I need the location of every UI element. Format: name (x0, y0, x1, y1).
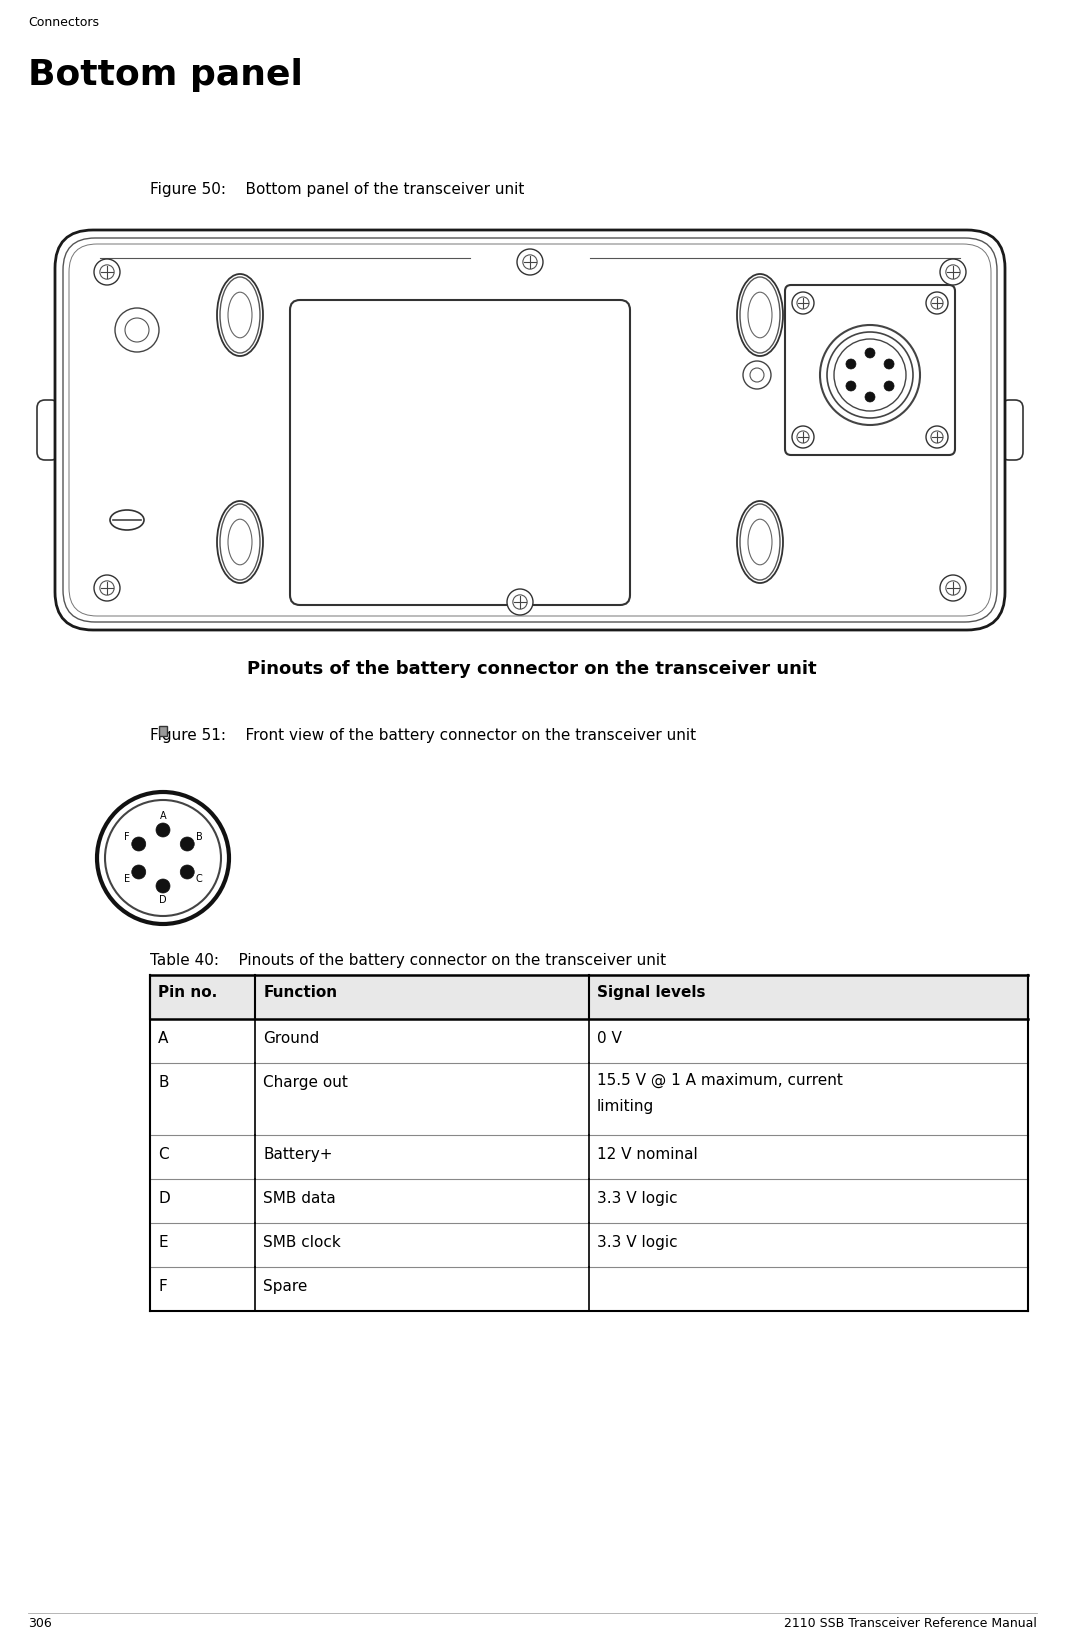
Circle shape (180, 865, 194, 879)
Text: B: B (158, 1075, 168, 1090)
Text: D: D (158, 1192, 169, 1206)
Circle shape (940, 575, 966, 602)
Ellipse shape (228, 520, 252, 565)
FancyBboxPatch shape (785, 285, 955, 456)
Circle shape (820, 325, 920, 425)
Ellipse shape (737, 502, 783, 583)
Circle shape (797, 431, 809, 443)
Text: Figure 51:    Front view of the battery connector on the transceiver unit: Figure 51: Front view of the battery con… (150, 728, 697, 742)
Circle shape (125, 318, 149, 343)
Circle shape (155, 823, 170, 838)
Circle shape (115, 308, 159, 352)
Circle shape (132, 838, 146, 851)
Text: Connectors: Connectors (28, 16, 99, 30)
Text: Battery+: Battery+ (263, 1147, 333, 1162)
Circle shape (513, 595, 527, 610)
Circle shape (743, 361, 771, 388)
Text: A: A (160, 811, 166, 821)
Circle shape (100, 580, 114, 595)
Text: C: C (196, 874, 202, 883)
Text: 0 V: 0 V (597, 1031, 622, 1046)
Circle shape (884, 359, 894, 369)
Circle shape (797, 297, 809, 310)
FancyBboxPatch shape (290, 300, 630, 605)
Text: E: E (158, 1236, 167, 1251)
Circle shape (931, 297, 943, 310)
FancyBboxPatch shape (37, 400, 59, 461)
Text: A: A (158, 1031, 168, 1046)
Text: C: C (158, 1147, 168, 1162)
Circle shape (105, 800, 222, 916)
Circle shape (884, 380, 894, 392)
Circle shape (846, 380, 856, 392)
Text: SMB clock: SMB clock (263, 1236, 341, 1251)
Text: 306: 306 (28, 1618, 52, 1631)
Bar (150, 975, 1028, 1019)
Text: SMB data: SMB data (263, 1192, 337, 1206)
Text: Function: Function (263, 985, 338, 1000)
Circle shape (94, 575, 120, 602)
Text: limiting: limiting (597, 1100, 654, 1115)
Text: Bottom panel: Bottom panel (28, 57, 302, 92)
Text: F: F (124, 833, 130, 842)
Circle shape (925, 426, 948, 447)
Text: Table 40:    Pinouts of the battery connector on the transceiver unit: Table 40: Pinouts of the battery connect… (150, 952, 666, 969)
Circle shape (792, 292, 814, 315)
Text: 3.3 V logic: 3.3 V logic (597, 1192, 677, 1206)
Ellipse shape (228, 292, 252, 338)
Text: 12 V nominal: 12 V nominal (597, 1147, 698, 1162)
Circle shape (946, 266, 961, 279)
Circle shape (865, 347, 875, 357)
Ellipse shape (220, 277, 260, 352)
Text: Spare: Spare (263, 1278, 308, 1295)
FancyBboxPatch shape (1001, 400, 1023, 461)
Circle shape (931, 431, 943, 443)
Text: 2110 SSB Transceiver Reference Manual: 2110 SSB Transceiver Reference Manual (784, 1618, 1037, 1631)
Ellipse shape (740, 505, 780, 580)
Circle shape (925, 292, 948, 315)
Text: F: F (158, 1278, 167, 1295)
Circle shape (97, 792, 229, 924)
Circle shape (517, 249, 543, 275)
Text: 3.3 V logic: 3.3 V logic (597, 1236, 677, 1251)
Ellipse shape (217, 502, 263, 583)
Bar (159, 726, 167, 736)
Ellipse shape (217, 274, 263, 356)
Ellipse shape (748, 292, 772, 338)
Circle shape (946, 580, 961, 595)
Ellipse shape (220, 505, 260, 580)
Circle shape (940, 259, 966, 285)
Ellipse shape (110, 510, 144, 529)
Circle shape (507, 588, 532, 615)
Ellipse shape (737, 274, 783, 356)
Ellipse shape (740, 277, 780, 352)
Circle shape (834, 339, 906, 411)
Circle shape (132, 865, 146, 879)
Circle shape (865, 392, 875, 402)
Text: Pinouts of the battery connector on the transceiver unit: Pinouts of the battery connector on the … (247, 661, 817, 679)
Circle shape (750, 369, 764, 382)
Text: 15.5 V @ 1 A maximum, current: 15.5 V @ 1 A maximum, current (597, 1074, 842, 1088)
Circle shape (155, 879, 170, 893)
Text: Figure 50:    Bottom panel of the transceiver unit: Figure 50: Bottom panel of the transceiv… (150, 182, 524, 197)
Text: E: E (124, 874, 130, 883)
Circle shape (94, 259, 120, 285)
Text: Pin no.: Pin no. (158, 985, 217, 1000)
Ellipse shape (748, 520, 772, 565)
Circle shape (792, 426, 814, 447)
Text: Signal levels: Signal levels (597, 985, 705, 1000)
Text: B: B (196, 833, 202, 842)
Text: Ground: Ground (263, 1031, 320, 1046)
Circle shape (846, 359, 856, 369)
Text: Charge out: Charge out (263, 1075, 348, 1090)
Circle shape (523, 254, 537, 269)
Circle shape (180, 838, 194, 851)
Circle shape (100, 266, 114, 279)
Circle shape (828, 333, 913, 418)
Text: D: D (159, 895, 167, 905)
FancyBboxPatch shape (55, 229, 1005, 629)
